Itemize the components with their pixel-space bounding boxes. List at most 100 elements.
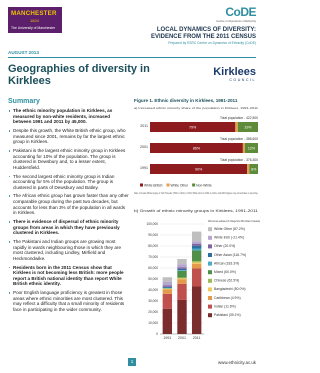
legend-swatch xyxy=(208,227,212,232)
x-tick-label: 2011 xyxy=(193,336,201,340)
bar-segment xyxy=(177,277,187,279)
bar-segment xyxy=(177,264,187,268)
bullet: Residents born in the 2011 Census show t… xyxy=(8,265,129,287)
bar-segment xyxy=(162,289,173,294)
legend-swatch xyxy=(208,253,212,257)
header-title: LOCAL DYNAMICS OF DIVERSITY: EVIDENCE FR… xyxy=(151,27,256,40)
bar-segment xyxy=(191,245,202,249)
value-label: 12% xyxy=(248,146,256,150)
page: {"header": {"university": "MANCHESTER", … xyxy=(8,5,260,366)
value-label: 8% xyxy=(251,167,257,171)
legend-swatch xyxy=(208,244,212,249)
legend-swatch xyxy=(208,313,212,318)
bar-segment xyxy=(162,285,173,287)
value-label: 19% xyxy=(244,125,252,129)
legend-title: 2011 Census estimates (% change from 200… xyxy=(208,220,260,223)
bullet: Poor English language proficiency is gre… xyxy=(8,290,129,312)
bar-segment xyxy=(150,143,243,153)
bar-segment xyxy=(162,288,173,289)
category-label: 1991 xyxy=(140,166,148,170)
y-tick-label: 90,000 xyxy=(148,233,158,237)
legend-swatch xyxy=(208,270,212,275)
total-label: Total population - 422,500 xyxy=(220,116,258,120)
legend-label: Bangladeshi (50.0%) xyxy=(214,287,245,291)
bar-segment xyxy=(249,164,258,174)
bar-segment xyxy=(237,122,258,132)
bar-segment xyxy=(191,231,202,242)
legend-label: Other (20.0%) xyxy=(214,244,235,248)
legend-label: White British xyxy=(144,183,163,187)
bar-segment xyxy=(177,258,187,265)
bar-segment xyxy=(162,288,173,290)
legend-label: Pakistani (39.1%) xyxy=(214,313,241,317)
bar-segment xyxy=(191,263,202,269)
legend-swatch xyxy=(208,304,212,309)
bar-segment xyxy=(177,267,187,269)
bar-segment xyxy=(177,299,187,334)
bullet: There is evidence of dispersal of ethnic… xyxy=(8,219,129,236)
bar-segment xyxy=(191,250,202,261)
figure-subtitle: a) Increased ethnic minority share of th… xyxy=(134,106,258,110)
summary-list: The ethnic minority population in Kirkle… xyxy=(8,108,129,316)
legend-label: Non-White xyxy=(196,183,212,187)
bar-segment xyxy=(177,278,187,280)
legend-label: Chinese (62.5%) xyxy=(214,279,239,283)
y-tick-label: 10,000 xyxy=(148,321,158,325)
bar-segment xyxy=(162,281,173,286)
logo-subtext: Centre on Dynamics of Ethnicity xyxy=(216,19,256,23)
bar-segment xyxy=(242,143,245,153)
bar-segment xyxy=(162,293,173,309)
bar-segment xyxy=(191,286,202,334)
bar-segment xyxy=(247,164,250,174)
value-label: 79% xyxy=(189,125,197,129)
prepared-by: Prepared by ESRC Centre on Dynamics of E… xyxy=(168,41,256,45)
legend-swatch xyxy=(208,278,212,283)
logo-text: Kirklees xyxy=(213,66,256,78)
legend-swatch xyxy=(140,183,143,187)
bar-segment xyxy=(191,241,202,244)
bar-segment xyxy=(191,268,202,287)
legend-label: Other Asian (116.7%) xyxy=(214,253,246,257)
bullet: The African ethnic group has grown faste… xyxy=(8,193,129,215)
bar-segment xyxy=(177,283,187,300)
bar-segment xyxy=(162,277,173,282)
code-logo: CoDE Centre on Dynamics of Ethnicity xyxy=(210,5,256,23)
y-tick-label: 60,000 xyxy=(148,266,158,270)
bar-segment xyxy=(177,270,187,271)
university-logo: MANCHESTER 1824 The University of Manche… xyxy=(8,7,62,33)
page-number: 1 xyxy=(128,358,136,366)
legend-label: African (183.3%) xyxy=(214,261,239,265)
bar-segment xyxy=(191,243,202,246)
logo-year: 1824 xyxy=(30,18,39,23)
y-tick-label: 20,000 xyxy=(148,310,158,314)
page-title: Geographies of diversity in Kirklees xyxy=(8,63,150,87)
figure-1: Figure 1. Ethnic diversity in Kirklees, … xyxy=(134,98,258,195)
bar-segment xyxy=(162,308,173,334)
footer-url: www.ethnicity.ac.uk xyxy=(218,360,256,365)
value-label: 86% xyxy=(193,146,201,150)
logo-text: MANCHESTER xyxy=(11,10,57,17)
bar-segment xyxy=(177,270,187,278)
y-tick-label: 0 xyxy=(156,332,158,336)
legend-label: Indian (11.6%) xyxy=(214,304,236,308)
total-label: Total population - 388,600 xyxy=(220,137,258,141)
legend-swatch xyxy=(208,287,212,292)
title-line: LOCAL DYNAMICS OF DIVERSITY: xyxy=(156,27,256,33)
bar-segment xyxy=(191,262,202,264)
y-tick-label: 80,000 xyxy=(148,244,158,248)
category-label: 2001 xyxy=(140,145,148,149)
bar-segment xyxy=(150,122,236,132)
bar-segment xyxy=(150,164,248,174)
value-label: 90% xyxy=(195,167,203,171)
y-tick-label: 30,000 xyxy=(148,299,158,303)
bar-segment xyxy=(162,286,173,288)
bullet: The ethnic minority population in Kirkle… xyxy=(8,108,129,125)
bullet: The second largest ethnic minority group… xyxy=(8,174,129,191)
bullet: Despite this growth, the White British e… xyxy=(8,128,129,145)
title-line: EVIDENCE FROM THE 2011 CENSUS xyxy=(150,33,256,40)
council-logo: Kirklees COUNCIL xyxy=(213,66,256,82)
logo-subtext: COUNCIL xyxy=(229,78,256,82)
bullet: Pakistani is the largest ethnic minority… xyxy=(8,148,129,170)
bar-segment xyxy=(191,248,202,251)
y-tick-label: 50,000 xyxy=(148,277,158,281)
